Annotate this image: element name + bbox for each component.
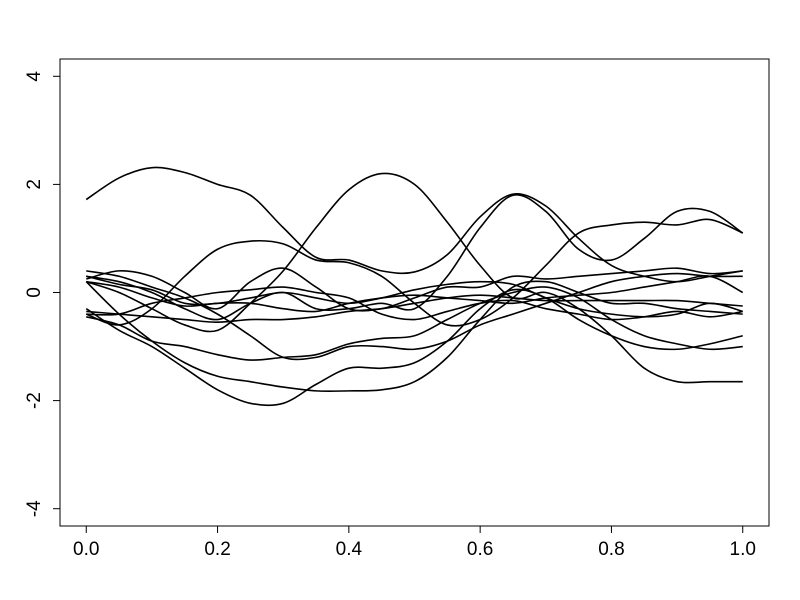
series-line <box>86 294 743 324</box>
x-tick-label: 1.0 <box>730 539 756 560</box>
series-line <box>85 288 743 407</box>
series-line <box>86 275 744 313</box>
x-tick-label: 0.6 <box>467 539 493 560</box>
x-tick-label: 0.8 <box>598 539 624 560</box>
series-line <box>86 286 743 321</box>
x-tick-label: 0.0 <box>73 539 99 560</box>
series-line <box>86 270 743 361</box>
series-line <box>85 280 743 392</box>
y-tick-label: 2 <box>24 179 45 190</box>
y-tick-label: 0 <box>24 287 45 298</box>
series-line <box>86 275 743 318</box>
plot-frame <box>59 58 770 527</box>
series-line <box>85 166 743 283</box>
x-tick-label: 0.4 <box>336 539 363 560</box>
series-line <box>86 172 743 384</box>
y-tick-label: -2 <box>24 392 45 409</box>
series-line <box>86 286 743 361</box>
y-tick-label: -4 <box>24 500 45 517</box>
y-tick-label: 4 <box>24 71 45 82</box>
x-tick-label: 0.2 <box>204 539 230 560</box>
series-line <box>86 193 744 321</box>
series-line <box>86 267 743 312</box>
